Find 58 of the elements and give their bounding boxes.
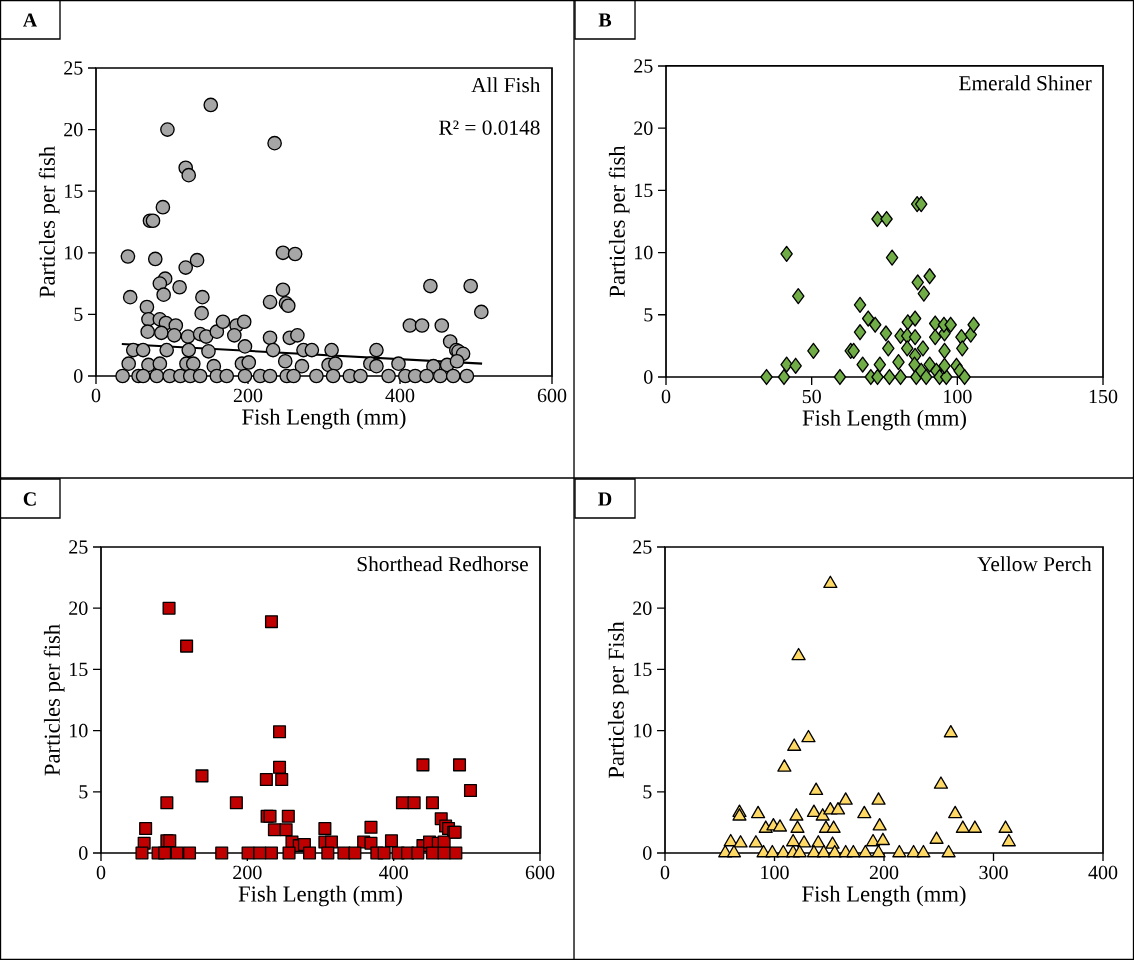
x-tick-label: 600 [537, 388, 567, 403]
y-tick-label: 20 [64, 122, 83, 137]
x-tick-label: 600 [525, 865, 555, 880]
x-tick-label: 0 [96, 865, 106, 880]
x-axis-title: Fish Length (mm) [238, 885, 402, 907]
x-tick-label: 150 [1089, 389, 1118, 404]
x-tick-label: 200 [233, 865, 262, 880]
y-tick-label: 5 [643, 785, 652, 799]
y-tick-label: 0 [79, 846, 88, 860]
y-tick-label: 20 [634, 121, 653, 135]
x-tick-label: 100 [761, 865, 789, 880]
y-tick-label: 10 [634, 723, 652, 738]
x-tick-label: 100 [944, 389, 972, 404]
text: A [22, 13, 38, 27]
y-tick-label: 15 [634, 662, 652, 677]
y-tick-label: 5 [79, 785, 88, 799]
text: C [23, 492, 36, 506]
y-tick-label: 15 [635, 183, 653, 198]
annotation: R² = 0.0148 [439, 120, 540, 135]
x-tick-label: 0 [91, 388, 101, 403]
y-axis-title: Particles per Fish [607, 621, 629, 779]
y-tick-label: 15 [70, 662, 88, 677]
y-tick-label: 10 [635, 245, 653, 260]
y-tick-label: 25 [634, 59, 653, 73]
y-tick-label: 0 [74, 369, 83, 383]
x-axis-title: Fish Length (mm) [802, 409, 966, 431]
x-axis-title: Fish Length (mm) [242, 408, 406, 430]
annotation: Shorthead Redhorse [357, 556, 528, 572]
x-tick-label: 400 [1088, 865, 1118, 880]
annotation: Yellow Perch [977, 556, 1092, 572]
y-tick-label: 20 [633, 601, 652, 615]
y-tick-label: 25 [633, 540, 652, 554]
x-tick-label: 0 [661, 389, 671, 404]
annotation: Emerald Shiner [959, 75, 1092, 91]
y-axis-title: Particles per fish [38, 146, 60, 298]
y-tick-label: 25 [69, 540, 88, 554]
text: B [598, 13, 612, 27]
y-tick-label: 5 [74, 307, 83, 322]
y-tick-label: 10 [70, 723, 88, 738]
y-tick-label: 20 [69, 601, 88, 615]
text: D [598, 492, 612, 506]
y-tick-label: 25 [64, 61, 83, 75]
y-tick-label: 15 [65, 184, 83, 198]
x-tick-label: 400 [379, 865, 408, 880]
x-tick-label: 400 [385, 388, 415, 403]
y-axis-title: Particles per fish [43, 624, 65, 776]
x-tick-label: 300 [979, 865, 1008, 880]
y-tick-label: 5 [644, 308, 653, 322]
x-tick-label: 200 [233, 388, 263, 403]
x-tick-label: 0 [660, 865, 670, 880]
x-tick-label: 200 [869, 865, 899, 880]
x-axis-title: Fish Length (mm) [802, 885, 966, 907]
y-tick-label: 0 [644, 370, 653, 384]
y-tick-label: 10 [65, 246, 83, 260]
x-tick-label: 50 [802, 389, 821, 404]
annotation: All Fish [471, 77, 541, 93]
y-axis-title: Particles per fish [608, 145, 630, 298]
y-tick-label: 0 [643, 846, 652, 860]
